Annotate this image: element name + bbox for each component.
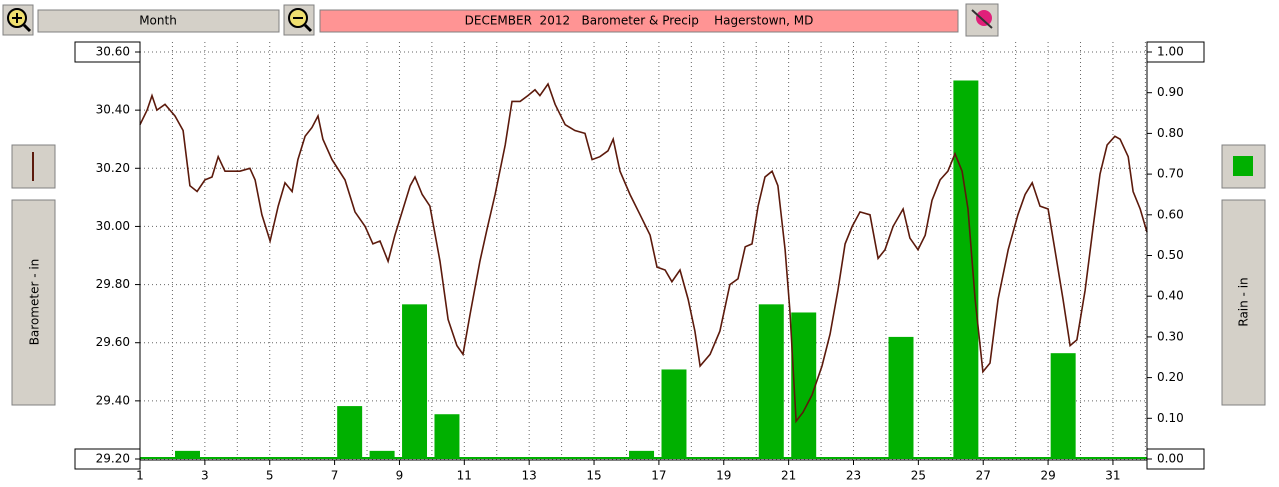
y-axis-label: Barometer - in bbox=[28, 259, 42, 346]
y-tick-label: 30.40 bbox=[96, 103, 130, 117]
x-tick-label: 23 bbox=[846, 469, 861, 483]
rain-bar bbox=[629, 450, 655, 459]
rain-bar bbox=[661, 369, 687, 459]
chart-title: DECEMBER 2012 Barometer & Precip Hagerst… bbox=[465, 14, 814, 28]
x-tick-label: 11 bbox=[457, 469, 472, 483]
x-tick-label: 7 bbox=[331, 469, 339, 483]
x-tick-label: 5 bbox=[266, 469, 274, 483]
period-button[interactable] bbox=[37, 9, 280, 33]
title-box bbox=[319, 9, 959, 33]
period-label: Month bbox=[139, 14, 177, 28]
y-tick-label: 29.40 bbox=[96, 393, 130, 407]
print-button[interactable] bbox=[965, 3, 999, 37]
x-tick-label: 17 bbox=[651, 469, 666, 483]
x-tick-label: 15 bbox=[586, 469, 601, 483]
y-tick-label: 29.80 bbox=[96, 277, 130, 291]
x-tick-label: 9 bbox=[396, 469, 404, 483]
y2-tick-label: 0.90 bbox=[1157, 85, 1184, 99]
y2-tick-label: 0.70 bbox=[1157, 167, 1184, 181]
y2-tick-label: 0.80 bbox=[1157, 126, 1184, 140]
rain-bar bbox=[888, 336, 914, 459]
rain-bar bbox=[337, 406, 363, 459]
barometer-line bbox=[139, 82, 1148, 424]
rain-bar bbox=[758, 304, 784, 459]
y2-tick-label: 1.00 bbox=[1157, 45, 1184, 59]
y-tick-label: 30.60 bbox=[96, 45, 130, 59]
x-tick-label: 29 bbox=[1040, 469, 1055, 483]
y2-tick-label: 0.10 bbox=[1157, 411, 1184, 425]
y2-tick-label: 0.30 bbox=[1157, 329, 1184, 343]
y2-tick-label: 0.50 bbox=[1157, 248, 1184, 262]
zoom-out-button[interactable] bbox=[283, 4, 315, 36]
x-tick-label: 19 bbox=[716, 469, 731, 483]
y2-axis-button[interactable] bbox=[1221, 199, 1266, 406]
zoom-in-button[interactable] bbox=[2, 4, 34, 36]
bar-legend-swatch bbox=[1233, 156, 1253, 176]
y2-tick-label: 0.40 bbox=[1157, 289, 1184, 303]
x-tick-label: 21 bbox=[781, 469, 796, 483]
y2-axis-label: Rain - in bbox=[1237, 277, 1251, 326]
y-axis-button[interactable] bbox=[11, 199, 56, 406]
rain-bar bbox=[953, 80, 979, 460]
y-tick-label: 29.20 bbox=[96, 452, 130, 466]
rain-bar bbox=[791, 312, 817, 459]
x-tick-label: 27 bbox=[976, 469, 991, 483]
y2-tick-label: 0.20 bbox=[1157, 370, 1184, 384]
rain-bar bbox=[369, 450, 395, 459]
x-tick-label: 13 bbox=[522, 469, 537, 483]
plot-area bbox=[140, 42, 1147, 459]
rain-bar bbox=[434, 414, 460, 459]
y2-tick-label: 0.60 bbox=[1157, 207, 1184, 221]
x-tick-label: 25 bbox=[911, 469, 926, 483]
x-tick-label: 1 bbox=[136, 469, 144, 483]
y-tick-label: 30.00 bbox=[96, 219, 130, 233]
x-tick-label: 31 bbox=[1105, 469, 1120, 483]
y-tick-label: 30.20 bbox=[96, 161, 130, 175]
y-tick-label: 29.60 bbox=[96, 335, 130, 349]
y2-tick-label: 0.00 bbox=[1157, 452, 1184, 466]
rain-bar bbox=[402, 304, 428, 459]
rain-bar bbox=[1050, 353, 1076, 459]
x-tick-label: 3 bbox=[201, 469, 209, 483]
rain-bar bbox=[175, 450, 200, 459]
